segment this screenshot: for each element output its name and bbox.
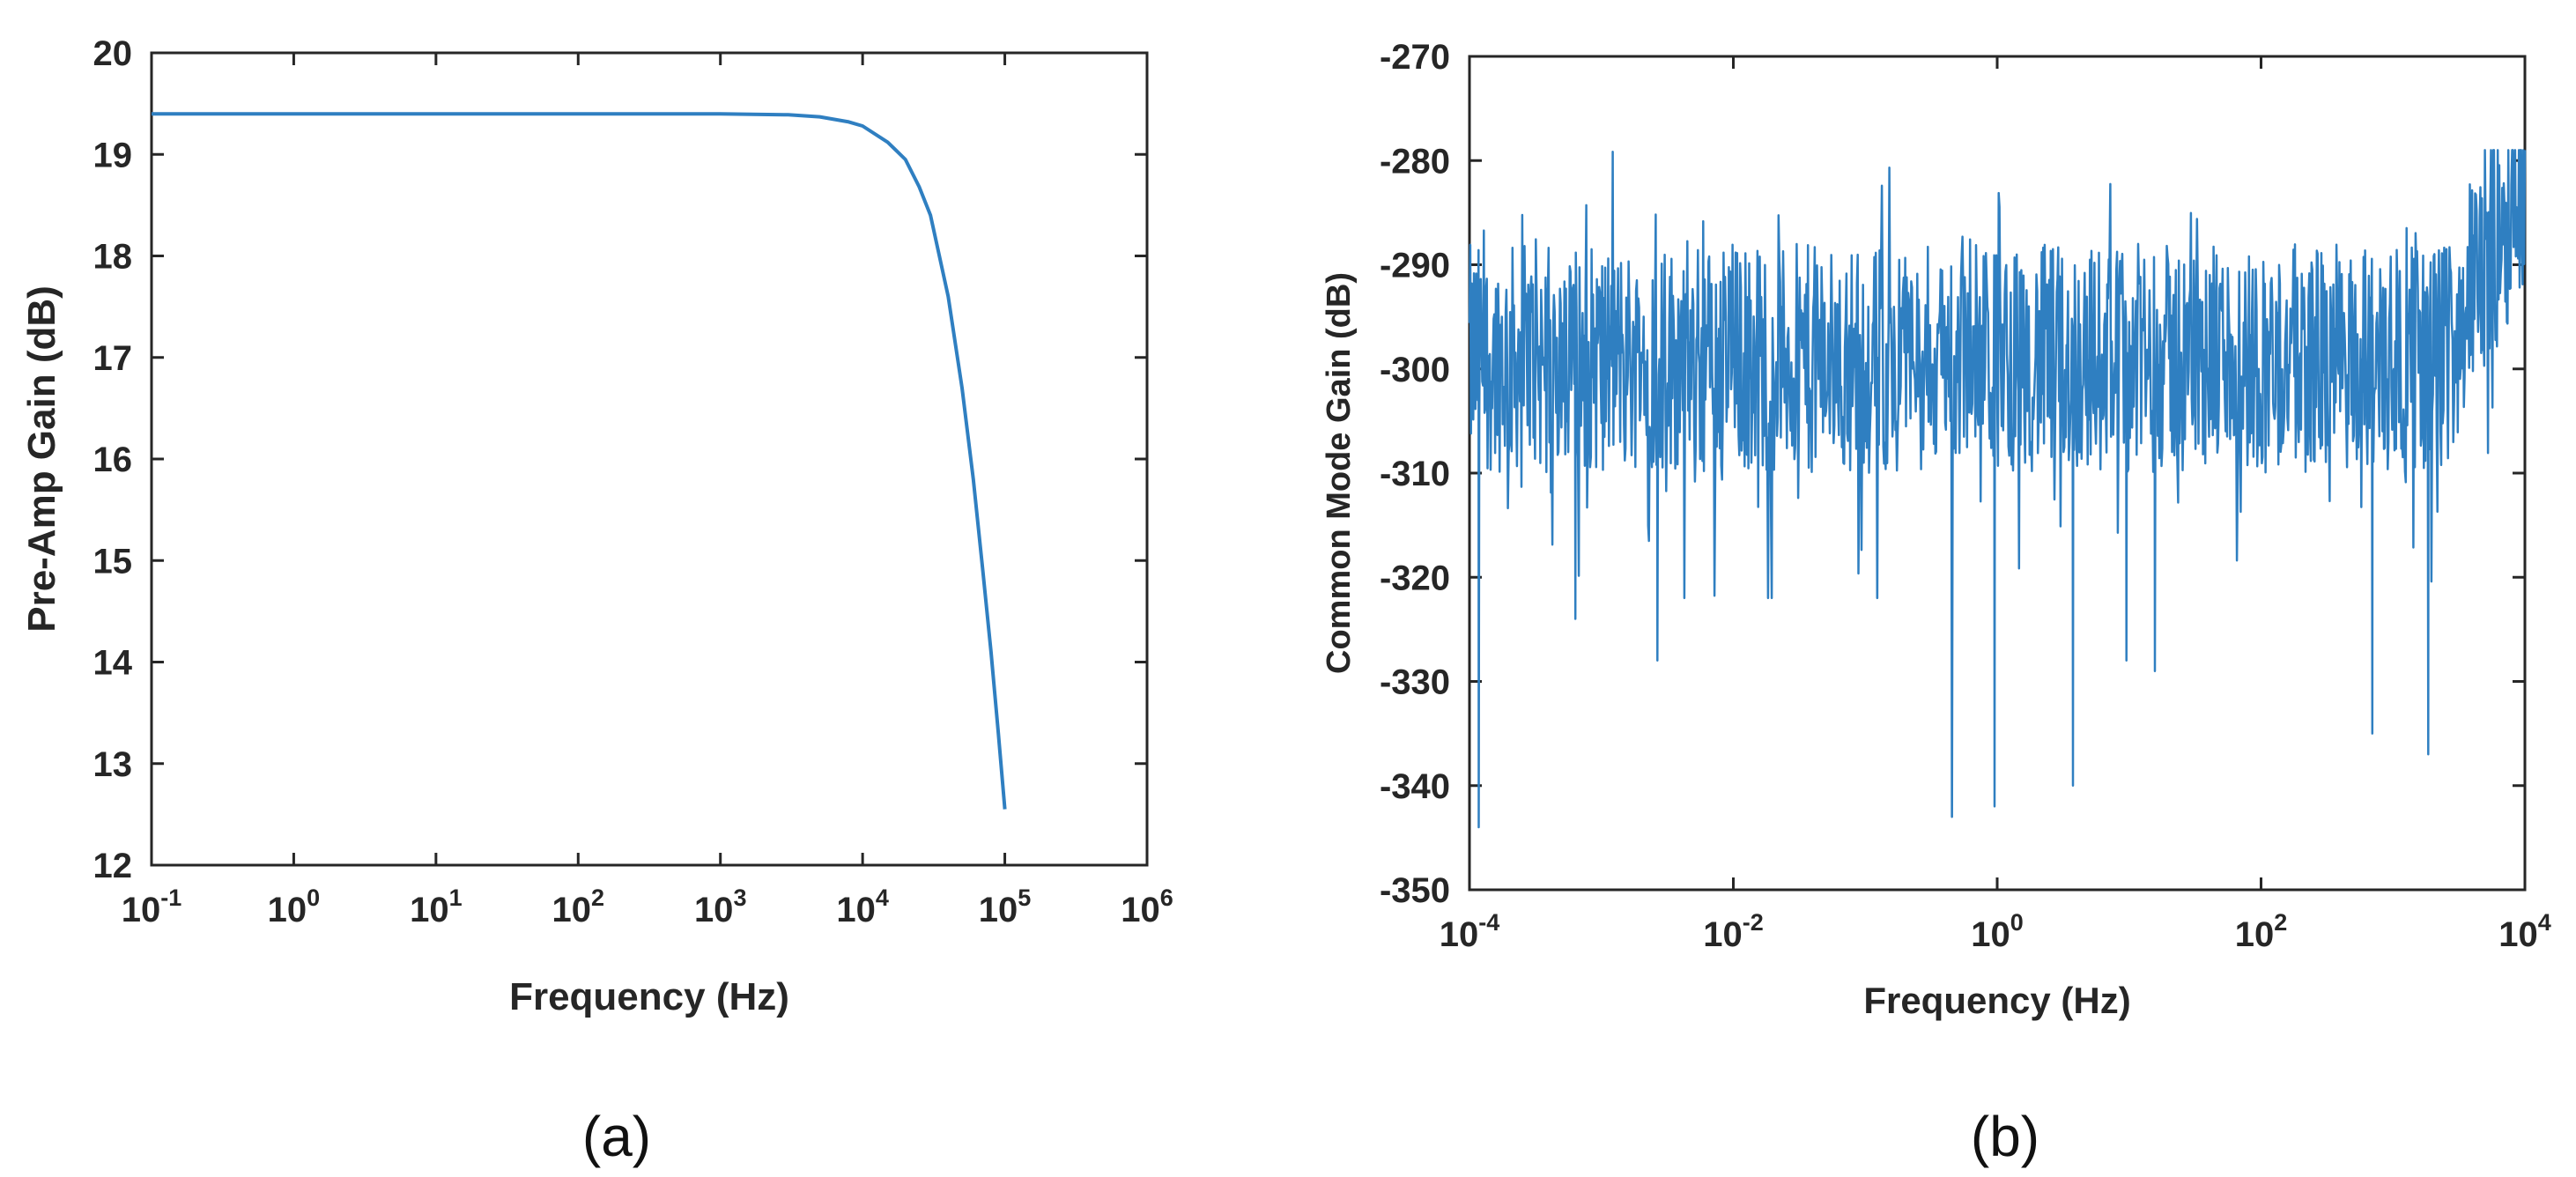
x-tick-label: 10-4: [1440, 909, 1500, 954]
y-tick-label: -320: [1380, 559, 1450, 597]
y-tick-label: 14: [93, 644, 133, 683]
y-tick-label: -300: [1380, 351, 1450, 389]
x-tick-label: 105: [979, 885, 1032, 929]
y-tick-label: 16: [93, 440, 133, 479]
x-tick-label: 103: [694, 885, 747, 929]
x-tick-label: 100: [268, 885, 321, 929]
y-tick-label: -350: [1380, 871, 1450, 910]
y-tick-label: 18: [93, 238, 133, 277]
series-line: [152, 112, 1007, 810]
y-axis-label: Common Mode Gain (dB): [1321, 272, 1358, 674]
x-tick-label: 104: [836, 885, 889, 929]
x-axis-label: Frequency (Hz): [509, 975, 789, 1018]
x-tick-label: 104: [2498, 909, 2551, 954]
x-tick-label: 106: [1121, 885, 1173, 929]
y-tick-label: 13: [93, 745, 133, 784]
chart-caption: (a): [582, 1105, 651, 1168]
y-tick-label: -290: [1380, 247, 1450, 285]
x-tick-label: 102: [552, 885, 605, 929]
y-tick-label: -330: [1380, 663, 1450, 702]
y-tick-label: -270: [1380, 38, 1450, 77]
chart-a: 12 13 14 15 16 17 18 19 20 10-1 100 101 102 103 104 105…: [20, 34, 1173, 1168]
y-tick-label: -280: [1380, 142, 1450, 181]
y-tick-label: 20: [93, 34, 133, 73]
chart-caption: (b): [1971, 1105, 2039, 1168]
plot-frame: [1468, 55, 2527, 892]
series-line: [1468, 149, 2527, 829]
x-tick-label: 101: [410, 885, 463, 929]
x-axis-label: Frequency (Hz): [1863, 980, 2130, 1021]
chart-b: -350 -340 -330 -320 -310 -300 -290 -280 -270 10-4…: [1321, 38, 2551, 1168]
y-axis-label: Pre-Amp Gain (dB): [20, 285, 63, 633]
y-tick-label: 19: [93, 136, 133, 174]
x-tick-label: 10-2: [1703, 909, 1764, 954]
x-tick-label: 10-1: [122, 885, 182, 929]
x-tick-label: 100: [1971, 909, 2024, 954]
x-tick-label: 102: [2235, 909, 2288, 954]
y-tick-label: -310: [1380, 455, 1450, 493]
y-tick-label: 12: [93, 847, 133, 885]
y-tick-label: -340: [1380, 767, 1450, 806]
y-tick-label: 15: [93, 542, 133, 581]
y-tick-label: 17: [93, 339, 133, 378]
